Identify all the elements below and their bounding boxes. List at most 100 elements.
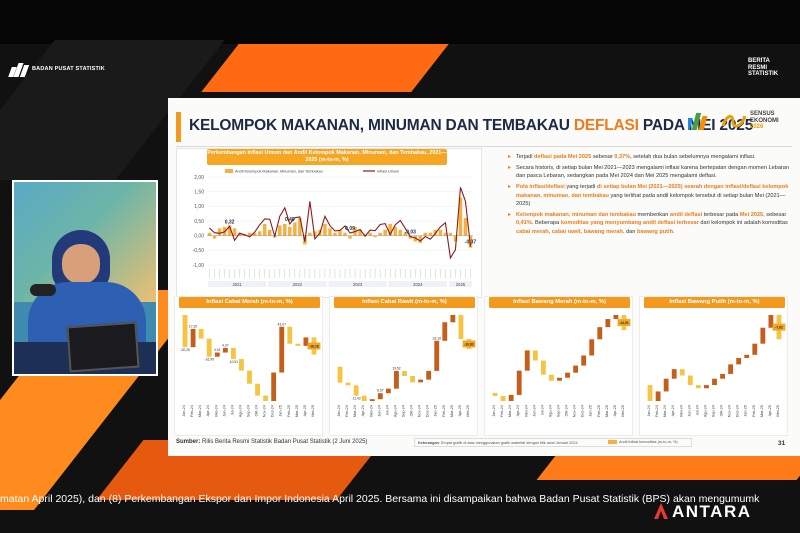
panel-bawang-putih: Inflasi Bawang Putih (m-to-m, %) Jan-24 F… [639,296,788,436]
year-label: 2023 [353,282,363,287]
year-label: 2021 [232,282,242,287]
value-label: -10,51 [229,360,239,364]
andil-bar [463,218,468,236]
note-text: : Empat grafik di atas menggunakan grafi… [438,441,578,445]
y-tick-label: 2,00 [194,175,204,181]
value-label: -14,91 [619,321,629,325]
value-label: 4,37 [222,343,229,347]
waterfall-bar [263,395,269,401]
brs-line: RESMI [748,64,768,71]
bullet-text: Secara historis, di setiap bulan Mei 202… [516,164,790,180]
bullet-text: memberikan [635,211,670,218]
footer-legend: Andil inflasi komoditas (m-to-m, %) [608,438,678,447]
x-tick-label: Des-24 [426,405,430,417]
main-chart-title: Perkembangan Inflasi Umum dan Andil Kelo… [207,149,447,165]
waterfall-bar [679,369,685,376]
year-band [208,281,267,287]
andil-bar [283,223,287,236]
andil-bar [262,223,267,236]
panel-title: Inflasi Bawang Putih (m-to-m, %) [644,297,785,308]
x-tick-label: Mei-24 [369,405,373,417]
logo-line: EKONOMI [750,117,779,124]
year-label: 2022 [293,282,303,287]
waterfall-bar [581,355,587,366]
waterfall-bar [279,326,285,373]
andil-bar [227,225,232,236]
bullet-text: bawang putih [636,228,673,235]
x-tick-label: Mar-24 [663,405,667,417]
bullet-item: Secara historis, di setiap bulan Mei 202… [508,164,794,181]
waterfall-bar [345,382,351,386]
logo-line: SENSUS [750,111,775,118]
title-divider [176,146,792,147]
andil-bar [343,232,347,236]
x-tick-label: Mei-24 [214,405,218,417]
bullet-text: terbesar pada [702,211,740,218]
x-tick-label: Apr-24 [361,405,365,416]
bullet-item: Kelompok makanan, minuman dan tembakau m… [508,211,794,236]
x-tick-label: Jan-24 [182,405,186,417]
x-tick-label: Jul-24 [540,405,544,415]
annotation-label: 0,32 [225,219,235,225]
x-tick-label: Mar-25 [295,405,299,417]
andil-bar [388,223,392,236]
bullet-item: Pola inflasi/deflasi yang terjadi di set… [508,183,794,208]
x-tick-label: Jun-24 [377,405,381,417]
x-tick-label: Sep-24 [402,405,406,417]
waterfall-bar [704,385,709,389]
andil-bar [408,235,413,239]
waterfall-bar [434,340,440,371]
andil-bar [293,222,297,236]
waterfall-bar [247,370,252,384]
x-tick-label: Feb-25 [287,405,291,417]
logo-line: 2026 [750,124,764,131]
waterfall-bar [369,399,375,401]
andil-bar [403,232,408,236]
value-label: -7,62 [775,326,783,330]
andil-bar [453,235,458,242]
inflasi-umum-line [209,187,472,260]
waterfall-bar [271,372,277,401]
panel-cabai-merah: Inflasi Cabai Merah (m-to-m, %) -30,26 Ja… [174,296,323,436]
x-tick-label: Des-24 [271,405,275,417]
x-tick-label: Jan-24 [492,405,496,417]
y-tick-label: 0,50 [194,219,204,225]
y-tick-label: -1,00 [193,263,205,269]
andil-bar [323,223,327,236]
waterfall-bar [303,337,309,346]
value-label: -16,99 [204,358,214,362]
x-tick-label: Apr-24 [671,405,675,416]
x-tick-label: Apr-25 [303,405,307,416]
year-band [388,281,447,287]
x-tick-label: Feb-25 [597,405,601,417]
microphone-icon [30,284,56,296]
bullet-text: 0,37% [614,154,631,160]
waterfall-bar [442,322,448,341]
waterfall-bar [508,394,514,401]
x-tick-label: Feb-25 [752,405,756,417]
brs-line: STATISTIK [748,71,779,77]
bullet-text: dari kelompok ini adalah komoditas [698,220,788,227]
x-tick-label: Nov-24 [418,405,422,417]
bullet-text: . [673,228,675,235]
bullet-text: , setelah dua bulan sebelumnya mengalami… [630,154,756,160]
waterfall-bar [712,378,717,386]
annotation-label: -0,03 [405,230,417,236]
decorative-stripe [201,44,449,92]
year-band [268,281,327,287]
value-label: 19,52 [392,366,401,370]
x-tick-label: Mar-24 [508,405,512,417]
presenter-face [62,244,100,284]
x-tick-label: Feb-25 [442,405,446,417]
bullet-text: Mei 2025 [739,211,764,218]
x-tick-label: Sep-24 [557,405,561,417]
andil-bar [418,235,423,243]
andil-bar [368,232,372,236]
presenter-video [12,180,158,376]
bps-logo-icon [688,113,708,130]
x-tick-label: Apr-24 [516,405,520,416]
panel-title: Inflasi Cabai Merah (m-to-m, %) [179,297,320,308]
x-tick-label: Jun-24 [687,405,691,417]
cabai-rawit-chart: Jan-24 Feb-24-11,42 Mar-24 Apr-24 Mei-24 6,57… [337,315,476,417]
x-tick-label: Apr-24 [206,405,210,416]
